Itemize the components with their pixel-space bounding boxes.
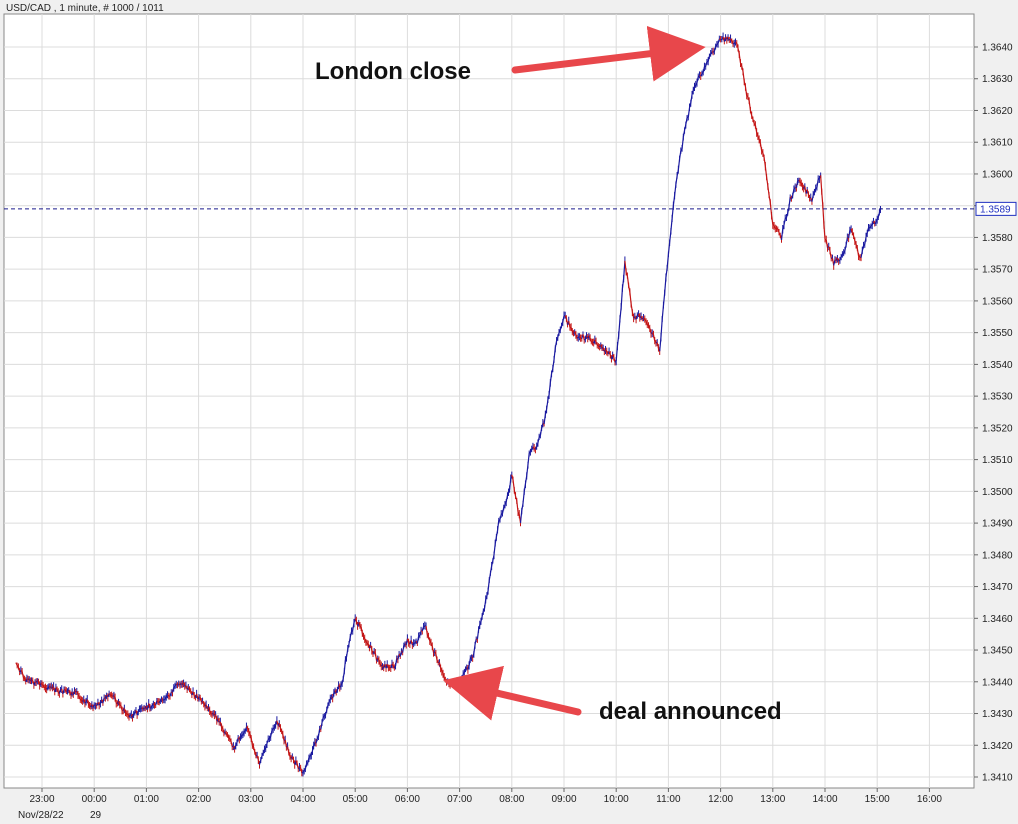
x-tick-label: 14:00 <box>812 794 837 805</box>
london-close-arrow <box>511 25 706 82</box>
x-tick-label: 02:00 <box>186 794 211 805</box>
x-tick-label: 08:00 <box>499 794 524 805</box>
y-tick-label: 1.3610 <box>982 138 1013 149</box>
y-tick-label: 1.3580 <box>982 233 1013 244</box>
y-tick-label: 1.3490 <box>982 519 1013 530</box>
x-axis: 23:00 00:00 01:00 02:00 03:00 04:00 05:00 06:00… <box>18 788 942 821</box>
x-tick-label: 15:00 <box>865 794 890 805</box>
y-tick-label: 1.3430 <box>982 709 1013 720</box>
y-tick-label: 1.3510 <box>982 455 1013 466</box>
current-price-box <box>975 201 1017 216</box>
y-axis: 1.3410 1.3420 1.3430 1.3440 1.3450 1.3460 1.34… <box>974 43 1017 784</box>
y-tick-label: 1.3600 <box>982 169 1013 180</box>
chart-title: USD/CAD , 1 minute, # 1000 / 1011 <box>6 3 164 14</box>
x-tick-label: 07:00 <box>447 794 472 805</box>
price-segment <box>660 319 663 338</box>
x-tick-label: 04:00 <box>290 794 315 805</box>
x-date-label: Nov/28/22 <box>18 810 64 821</box>
y-tick-label: 1.3630 <box>982 74 1013 85</box>
grid-layer <box>4 14 974 788</box>
x-tick-label: 09:00 <box>551 794 576 805</box>
current-price-label: 1.3589 <box>980 204 1011 215</box>
y-tick-label: 1.3530 <box>982 392 1013 403</box>
y-tick-label: 1.3500 <box>982 487 1013 498</box>
y-tick-label: 1.3640 <box>982 43 1013 54</box>
y-tick-label: 1.3620 <box>982 106 1013 117</box>
y-tick-label: 1.3560 <box>982 296 1013 307</box>
annotation-deal-announced: deal announced <box>599 698 782 725</box>
x-tick-label: 06:00 <box>395 794 420 805</box>
x-tick-label: 23:00 <box>29 794 54 805</box>
y-tick-label: 1.3480 <box>982 550 1013 561</box>
x-tick-label: 01:00 <box>134 794 159 805</box>
y-tick-label: 1.3450 <box>982 646 1013 657</box>
x-tick-label: 16:00 <box>917 794 942 805</box>
x-tick-label: 12:00 <box>708 794 733 805</box>
x-tick-label: 13:00 <box>760 794 785 805</box>
y-tick-label: 1.3550 <box>982 328 1013 339</box>
x-tick-label: 05:00 <box>343 794 368 805</box>
annotation-london-close: London close <box>315 58 471 85</box>
y-tick-label: 1.3410 <box>982 773 1013 784</box>
plot-area <box>3 13 975 789</box>
y-tick-label: 1.3460 <box>982 614 1013 625</box>
x-tick-label: 03:00 <box>238 794 263 805</box>
annotations: London close deal announced <box>315 25 782 725</box>
y-tick-label: 1.3440 <box>982 677 1013 688</box>
x-tick-label: 10:00 <box>604 794 629 805</box>
y-tick-label: 1.3520 <box>982 423 1013 434</box>
y-tick-label: 1.3540 <box>982 360 1013 371</box>
x-tick-label: 11:00 <box>656 794 681 805</box>
x-date-label: 29 <box>90 810 102 821</box>
price-series <box>4 32 974 777</box>
y-tick-label: 1.3470 <box>982 582 1013 593</box>
x-tick-label: 00:00 <box>82 794 107 805</box>
y-tick-label: 1.3570 <box>982 265 1013 276</box>
deal-announced-arrow <box>443 665 582 721</box>
y-tick-label: 1.3420 <box>982 741 1013 752</box>
